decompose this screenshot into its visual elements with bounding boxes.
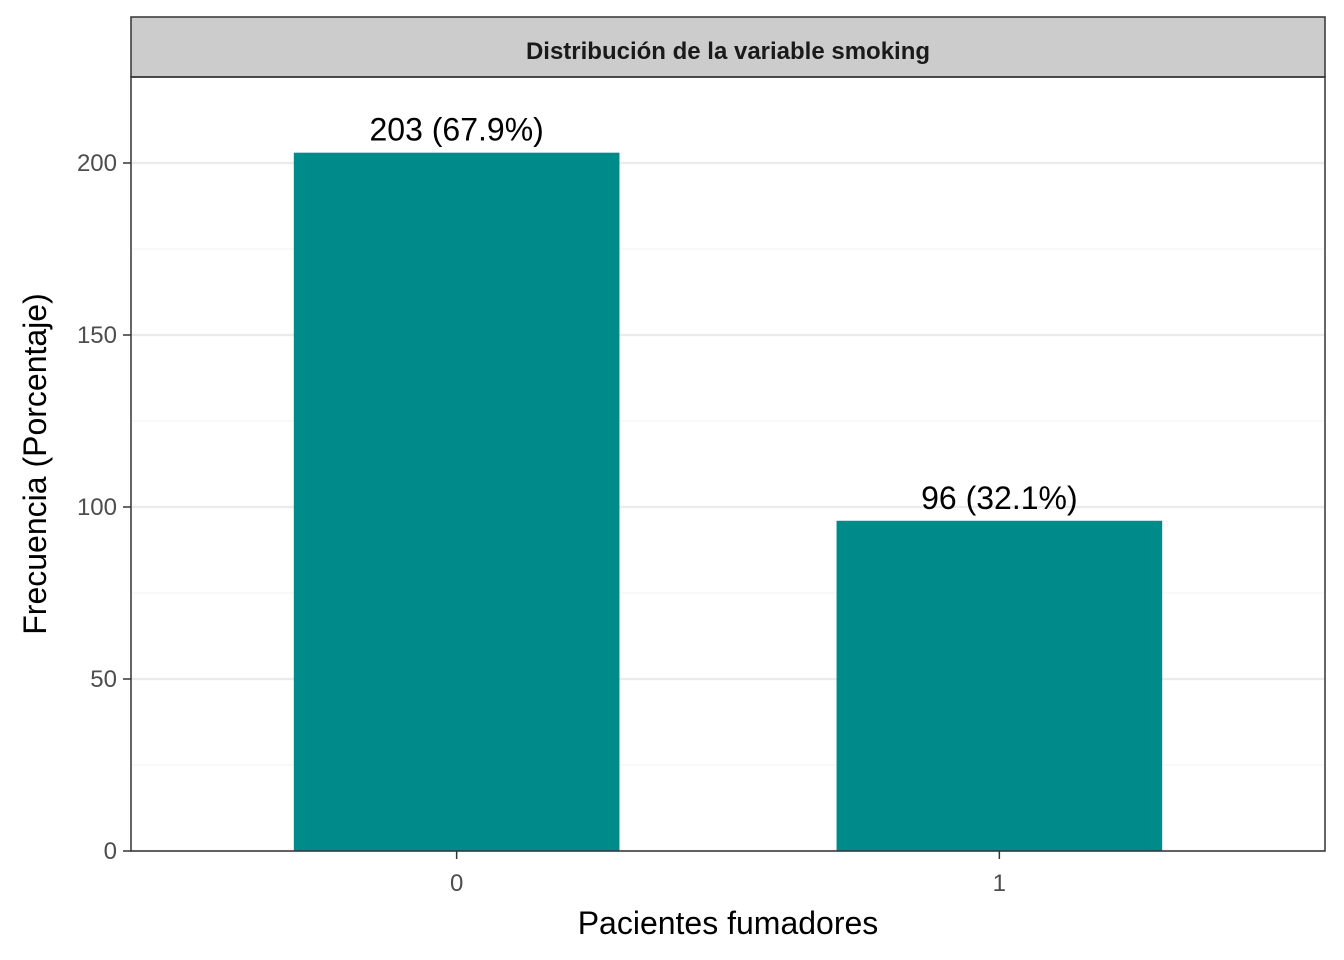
y-tick-label: 100 [77, 494, 117, 521]
bar-0 [293, 152, 620, 851]
data-label-0: 203 (67.9%) [369, 112, 543, 148]
y-tick-label: 150 [77, 322, 117, 349]
x-axis-title: Pacientes fumadores [578, 905, 879, 941]
strip-background [130, 16, 1326, 78]
bar-1 [836, 520, 1163, 851]
x-tick-label: 1 [993, 870, 1006, 897]
panel-border [130, 76, 1326, 852]
chart-title: Distribución de la variable smoking [526, 38, 930, 65]
bars-layer [293, 152, 1163, 851]
y-tick-label: 50 [90, 666, 117, 693]
y-axis-title: Frecuencia (Porcentaje) [17, 293, 53, 634]
x-tick-label: 0 [450, 870, 463, 897]
y-tick-label: 200 [77, 150, 117, 177]
y-axis: 0 50 100 150 200 [77, 150, 131, 865]
y-tick-label: 0 [104, 838, 117, 865]
data-labels-layer: 203 (67.9%) 96 (32.1%) [369, 112, 1077, 516]
data-label-1: 96 (32.1%) [921, 480, 1078, 516]
